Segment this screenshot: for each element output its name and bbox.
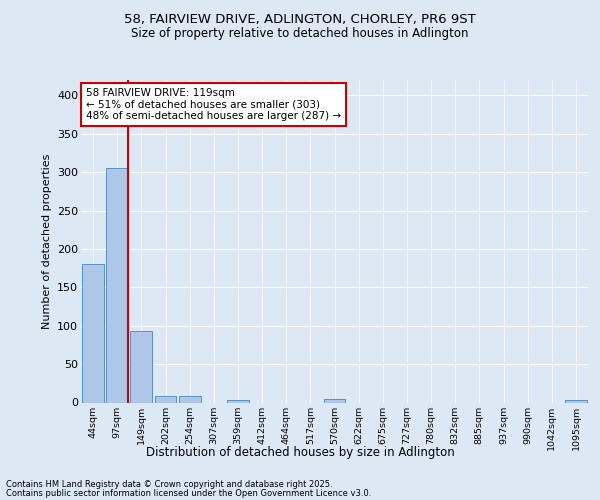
Bar [227,400,249,402]
Bar [82,264,104,402]
Text: Distribution of detached houses by size in Adlington: Distribution of detached houses by size … [146,446,454,459]
Text: Contains HM Land Registry data © Crown copyright and database right 2025.: Contains HM Land Registry data © Crown c… [6,480,332,489]
Y-axis label: Number of detached properties: Number of detached properties [41,154,52,329]
Text: 58 FAIRVIEW DRIVE: 119sqm
← 51% of detached houses are smaller (303)
48% of semi: 58 FAIRVIEW DRIVE: 119sqm ← 51% of detac… [86,88,341,122]
Text: Size of property relative to detached houses in Adlington: Size of property relative to detached ho… [131,28,469,40]
Text: 58, FAIRVIEW DRIVE, ADLINGTON, CHORLEY, PR6 9ST: 58, FAIRVIEW DRIVE, ADLINGTON, CHORLEY, … [124,12,476,26]
Bar [130,331,152,402]
Bar [179,396,200,402]
Bar [565,400,587,402]
Bar [106,168,128,402]
Text: Contains public sector information licensed under the Open Government Licence v3: Contains public sector information licen… [6,488,371,498]
Bar [323,400,346,402]
Bar [155,396,176,402]
